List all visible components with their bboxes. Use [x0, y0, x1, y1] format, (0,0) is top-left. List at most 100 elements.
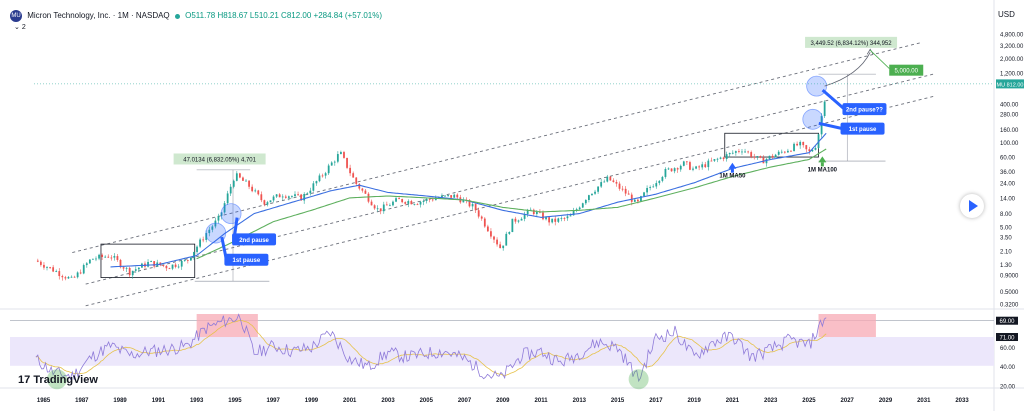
candle-body [759, 156, 762, 158]
candle-body [70, 276, 73, 278]
time-tick-label: 2029 [879, 398, 893, 404]
rsi-moving-average[interactable] [35, 320, 827, 377]
candle-body [566, 216, 569, 219]
candle-body [113, 256, 116, 258]
candle-body [557, 218, 560, 222]
callout-box[interactable] [842, 103, 887, 116]
ma-arrow-stem [820, 162, 824, 167]
candle-body [352, 173, 355, 178]
candle-body [539, 211, 541, 213]
candle-body [499, 244, 502, 249]
indicator-count[interactable]: ⌄ 2 [14, 24, 26, 31]
moving-average-1m-ma100[interactable] [196, 148, 827, 260]
candle-body [731, 152, 734, 154]
candle-body [242, 177, 244, 181]
price-tick-label: 14.00 [1000, 196, 1016, 202]
candle-body [134, 269, 137, 271]
time-tick-label: 1985 [37, 398, 51, 404]
candle-body [630, 194, 633, 202]
candle-body [581, 203, 584, 208]
candle-body [367, 193, 370, 202]
candle-body [263, 200, 266, 205]
candle-body [340, 152, 342, 155]
candle-body [116, 256, 119, 260]
channel-line-middle[interactable] [85, 73, 934, 285]
candle-body [615, 182, 618, 184]
candle-body [750, 152, 753, 157]
candle-body [548, 217, 551, 223]
consolidation-box[interactable] [100, 243, 196, 278]
candle-body [174, 264, 177, 267]
candle-body [147, 261, 149, 267]
candle-body [652, 186, 655, 188]
candle-body [419, 201, 422, 205]
rsi-oversold-circle [46, 369, 67, 390]
candle-body [667, 168, 670, 170]
rsi-line[interactable] [35, 313, 827, 383]
candle-body [496, 239, 498, 245]
rsi-overbought-zone [196, 314, 258, 338]
candle-body [208, 229, 211, 234]
candle-body [508, 232, 511, 234]
candle-body [229, 186, 232, 194]
callout-label: 1st pause [233, 258, 261, 264]
candle-body [554, 218, 557, 222]
candle-body [551, 218, 554, 223]
candle-body [119, 259, 122, 268]
price-tick-label: 0.5000 [1000, 290, 1019, 296]
time-tick-label: 2003 [381, 398, 395, 404]
candle-body [349, 167, 352, 174]
price-tick-label: 60.00 [1000, 156, 1016, 162]
callout-box[interactable] [224, 253, 269, 266]
candle-body [404, 202, 407, 204]
pause-circle[interactable] [806, 75, 828, 97]
candle-body [171, 264, 174, 269]
candle-body [578, 207, 581, 210]
candle-body [364, 190, 367, 194]
candle-body [131, 270, 134, 276]
candle-body [190, 257, 192, 261]
candle-body [664, 169, 667, 177]
pause-circle[interactable] [802, 108, 824, 130]
currency-label: USD [998, 10, 1015, 19]
candle-body [753, 156, 756, 158]
price-tick-label: 400.00 [1000, 102, 1019, 108]
candle-body [52, 267, 55, 272]
candle-body [95, 258, 97, 260]
projection-arrowhead-icon [866, 48, 874, 55]
candle-body [220, 212, 223, 216]
channel-line-upper[interactable] [72, 42, 921, 253]
replay-play-button[interactable] [960, 194, 984, 218]
price-tick-label: 280.00 [1000, 112, 1019, 118]
candle-body [101, 254, 104, 257]
rsi-value-tag-text: 71.00 [999, 336, 1015, 342]
candle-body [202, 239, 205, 241]
indicator-count-value: 2 [21, 24, 26, 31]
time-tick-label: 2007 [458, 398, 472, 404]
tradingview-logo-text: TradingView [33, 374, 98, 386]
candle-body [413, 204, 416, 206]
channel-line-lower[interactable] [85, 95, 934, 307]
candle-body [297, 194, 299, 196]
candle-body [312, 183, 315, 191]
candle-body [698, 166, 701, 168]
candle-body [532, 209, 535, 215]
callout-pointer [821, 88, 846, 111]
candle-body [107, 256, 110, 258]
candle-body [468, 200, 471, 207]
price-tick-label: 8.00 [1000, 212, 1012, 218]
measure-label-box [805, 36, 898, 48]
callout-box[interactable] [840, 122, 885, 135]
callout-box[interactable] [232, 233, 277, 246]
candle-body [517, 220, 520, 222]
price-tick-label: 4,800.00 [1000, 33, 1024, 39]
target-label-box[interactable] [889, 64, 924, 76]
symbol-title[interactable]: Micron Technology, Inc. · 1M · NASDAQ [27, 11, 170, 21]
time-tick-label: 2001 [343, 398, 357, 404]
candle-body [777, 151, 780, 155]
candle-body [46, 267, 48, 268]
candle-body [799, 141, 802, 146]
candle-body [333, 161, 336, 163]
price-tick-label: 1,200.00 [1000, 71, 1024, 77]
